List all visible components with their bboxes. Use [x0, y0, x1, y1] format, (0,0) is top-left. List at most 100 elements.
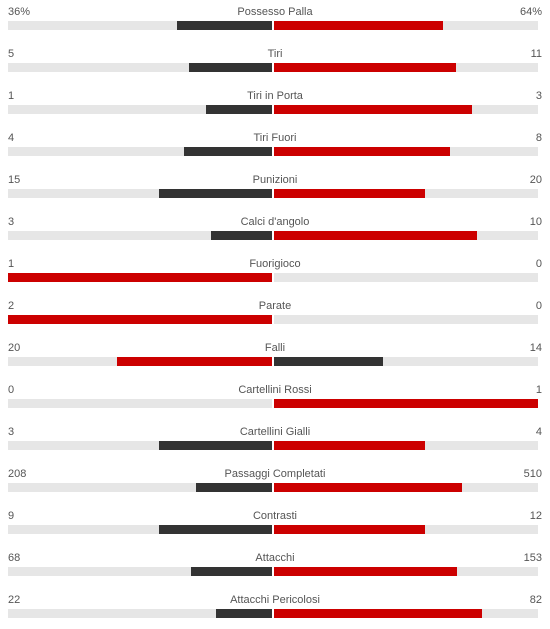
away-bar-fill: [274, 21, 443, 30]
stat-name: Punizioni: [252, 174, 298, 186]
stat-row-attacchi-pericolosi: 22 Attacchi Pericolosi 82: [0, 593, 550, 623]
home-bar-fill: [196, 483, 272, 492]
away-bar-track: [274, 483, 538, 492]
away-bar-track: [274, 105, 538, 114]
home-value: 4: [8, 132, 15, 144]
away-bar-track: [274, 567, 538, 576]
stat-label-line: 0 Cartellini Rossi 1: [8, 383, 542, 397]
stat-label-line: 36% Possesso Palla 64%: [8, 5, 542, 19]
away-bar-track: [274, 315, 538, 324]
bar-center-divider: [272, 273, 274, 282]
stat-row-parate: 2 Parate 0: [0, 299, 550, 329]
stat-row-passaggi-completati: 208 Passaggi Completati 510: [0, 467, 550, 497]
stat-row-tiri: 5 Tiri 11: [0, 47, 550, 77]
home-bar-fill: [184, 147, 272, 156]
stat-bar: [8, 567, 538, 576]
stat-name: Passaggi Completati: [224, 468, 326, 480]
home-bar-fill: [206, 105, 272, 114]
stat-bar: [8, 483, 538, 492]
away-bar-track: [274, 609, 538, 618]
stat-bar: [8, 147, 538, 156]
home-bar-track: [8, 63, 272, 72]
stat-bar: [8, 63, 538, 72]
home-bar-track: [8, 525, 272, 534]
bar-center-divider: [272, 609, 274, 618]
stat-row-attacchi: 68 Attacchi 153: [0, 551, 550, 581]
away-bar-fill: [274, 609, 482, 618]
home-bar-fill: [177, 21, 272, 30]
stat-label-line: 20 Falli 14: [8, 341, 542, 355]
away-bar-track: [274, 231, 538, 240]
bar-center-divider: [272, 147, 274, 156]
home-value: 1: [8, 258, 15, 270]
stat-name: Tiri Fuori: [253, 132, 297, 144]
stat-name: Tiri: [267, 48, 283, 60]
home-value: 22: [8, 594, 21, 606]
home-bar-track: [8, 147, 272, 156]
away-bar-fill: [274, 399, 538, 408]
home-bar-track: [8, 483, 272, 492]
bar-center-divider: [272, 105, 274, 114]
away-bar-track: [274, 147, 538, 156]
away-value: 64%: [519, 6, 542, 18]
home-bar-fill: [159, 189, 272, 198]
bar-center-divider: [272, 525, 274, 534]
stat-label-line: 5 Tiri 11: [8, 47, 542, 61]
stat-row-tiri-in-porta: 1 Tiri in Porta 3: [0, 89, 550, 119]
stat-name: Attacchi Pericolosi: [230, 594, 320, 606]
away-value: 8: [535, 132, 542, 144]
stat-name: Fuorigioco: [249, 258, 301, 270]
away-value: 12: [529, 510, 542, 522]
away-value: 153: [523, 552, 542, 564]
stat-name: Contrasti: [252, 510, 298, 522]
stat-label-line: 68 Attacchi 153: [8, 551, 542, 565]
away-value: 4: [535, 426, 542, 438]
stat-label-line: 1 Fuorigioco 0: [8, 257, 542, 271]
away-bar-track: [274, 441, 538, 450]
away-value: 3: [535, 90, 542, 102]
away-value: 14: [529, 342, 542, 354]
home-bar-track: [8, 105, 272, 114]
stat-row-falli: 20 Falli 14: [0, 341, 550, 371]
bar-center-divider: [272, 315, 274, 324]
stat-row-fuorigioco: 1 Fuorigioco 0: [0, 257, 550, 287]
stat-bar: [8, 441, 538, 450]
stat-bar: [8, 105, 538, 114]
home-bar-track: [8, 567, 272, 576]
stat-bar: [8, 273, 538, 282]
stat-bar: [8, 189, 538, 198]
home-bar-track: [8, 189, 272, 198]
home-value: 2: [8, 300, 15, 312]
home-value: 68: [8, 552, 21, 564]
bar-center-divider: [272, 441, 274, 450]
home-value: 20: [8, 342, 21, 354]
away-value: 0: [535, 300, 542, 312]
stat-name: Tiri in Porta: [247, 90, 303, 102]
stat-bar: [8, 357, 538, 366]
stat-row-contrasti: 9 Contrasti 12: [0, 509, 550, 539]
stat-bar: [8, 399, 538, 408]
home-value: 208: [8, 468, 27, 480]
home-value: 15: [8, 174, 21, 186]
home-bar-track: [8, 441, 272, 450]
away-bar-track: [274, 273, 538, 282]
stat-bar: [8, 609, 538, 618]
stat-label-line: 9 Contrasti 12: [8, 509, 542, 523]
stat-label-line: 4 Tiri Fuori 8: [8, 131, 542, 145]
away-bar-fill: [274, 189, 425, 198]
away-bar-fill: [274, 63, 456, 72]
away-bar-track: [274, 21, 538, 30]
stat-row-cartellini-gialli: 3 Cartellini Gialli 4: [0, 425, 550, 455]
stat-name: Cartellini Rossi: [238, 384, 312, 396]
away-value: 82: [529, 594, 542, 606]
stat-label-line: 3 Calci d'angolo 10: [8, 215, 542, 229]
stat-name: Possesso Palla: [237, 6, 313, 18]
away-bar-track: [274, 399, 538, 408]
home-value: 3: [8, 216, 15, 228]
home-bar-fill: [8, 315, 272, 324]
away-value: 0: [535, 258, 542, 270]
away-bar-fill: [274, 483, 462, 492]
home-value: 9: [8, 510, 15, 522]
stat-name: Calci d'angolo: [240, 216, 310, 228]
